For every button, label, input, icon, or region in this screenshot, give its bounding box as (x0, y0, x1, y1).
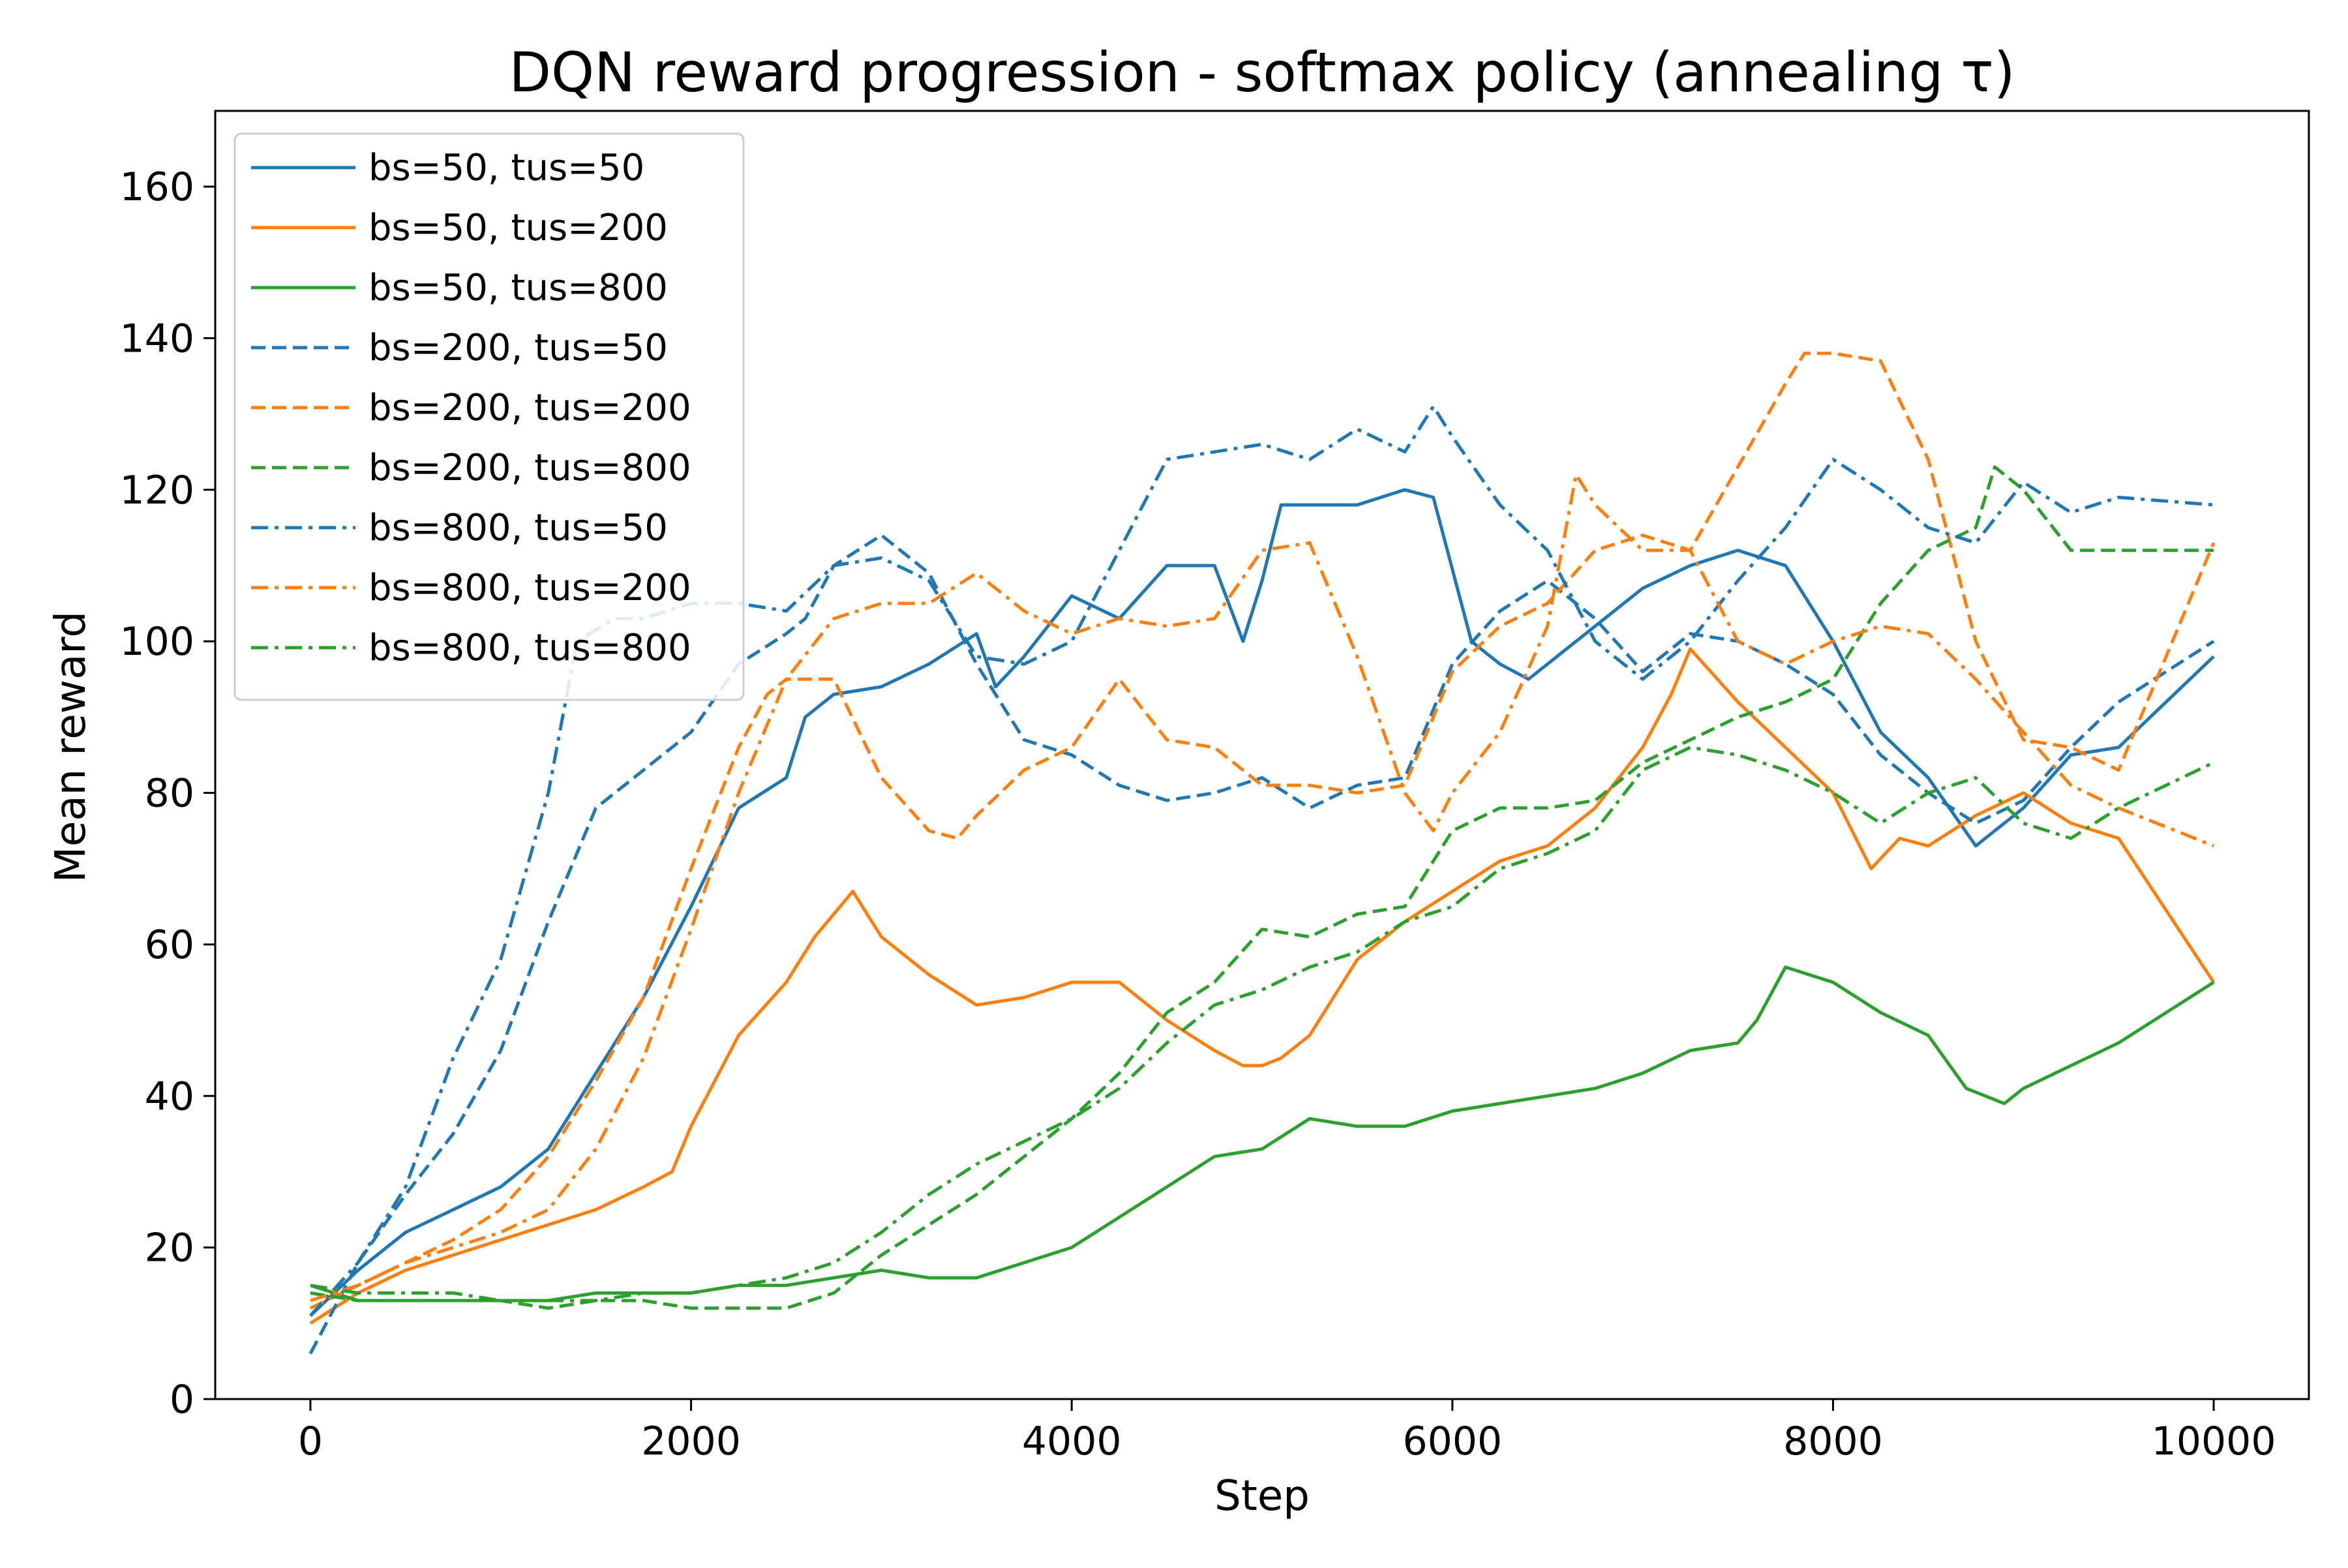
legend: bs=50, tus=50 bs=50, tus=200 bs=50, tus=80… (233, 132, 745, 701)
y-tick-label: 80 (145, 771, 194, 817)
series-line-9 (310, 746, 2215, 1303)
legend-label-2: bs=50, tus=200 (369, 207, 668, 249)
series-line-8 (310, 473, 2215, 1303)
legend-box (233, 132, 745, 701)
x-tick-label: 4000 (1022, 1419, 1122, 1464)
y-tick-label: 60 (145, 922, 194, 968)
legend-label-3: bs=50, tus=800 (369, 267, 668, 309)
y-tick-label: 100 (119, 619, 194, 665)
axis-ticks: 0 2000 4000 6000 8000 10000 0 20 40 60 80 100 120 140… (119, 164, 2276, 1464)
chart-title: DQN reward progression - softmax policy … (509, 40, 2015, 104)
legend-label-5: bs=200, tus=200 (369, 387, 691, 429)
legend-label-9: bs=800, tus=800 (369, 627, 691, 669)
y-tick-label: 0 (170, 1377, 194, 1423)
legend-label-4: bs=200, tus=50 (369, 327, 668, 369)
x-tick-label: 6000 (1402, 1419, 1502, 1464)
y-tick-label: 160 (119, 164, 194, 210)
series-line-4 (309, 534, 2215, 1355)
legend-label-1: bs=50, tus=50 (369, 147, 644, 189)
legend-label-7: bs=800, tus=50 (369, 507, 668, 549)
y-tick-label: 40 (145, 1074, 194, 1119)
y-tick-label: 120 (119, 468, 194, 513)
legend-label-6: bs=200, tus=800 (369, 447, 691, 489)
series-line-6 (310, 465, 2214, 1310)
series-line-3 (310, 965, 2215, 1303)
legend-label-8: bs=800, tus=200 (369, 567, 691, 609)
x-tick-label: 8000 (1783, 1419, 1883, 1464)
y-tick-label: 140 (119, 316, 194, 362)
y-tick-label: 20 (145, 1226, 194, 1271)
x-tick-label: 2000 (641, 1419, 741, 1464)
x-tick-label: 0 (298, 1419, 323, 1464)
series-line-5 (309, 352, 2216, 1310)
x-tick-label: 10000 (2152, 1419, 2276, 1464)
series-line-2 (309, 647, 2216, 1325)
x-axis-label: Step (1214, 1472, 1310, 1520)
plot-frame (214, 110, 2310, 1400)
y-axis-label: Mean reward (47, 611, 95, 882)
series-line-1 (309, 488, 2215, 1318)
